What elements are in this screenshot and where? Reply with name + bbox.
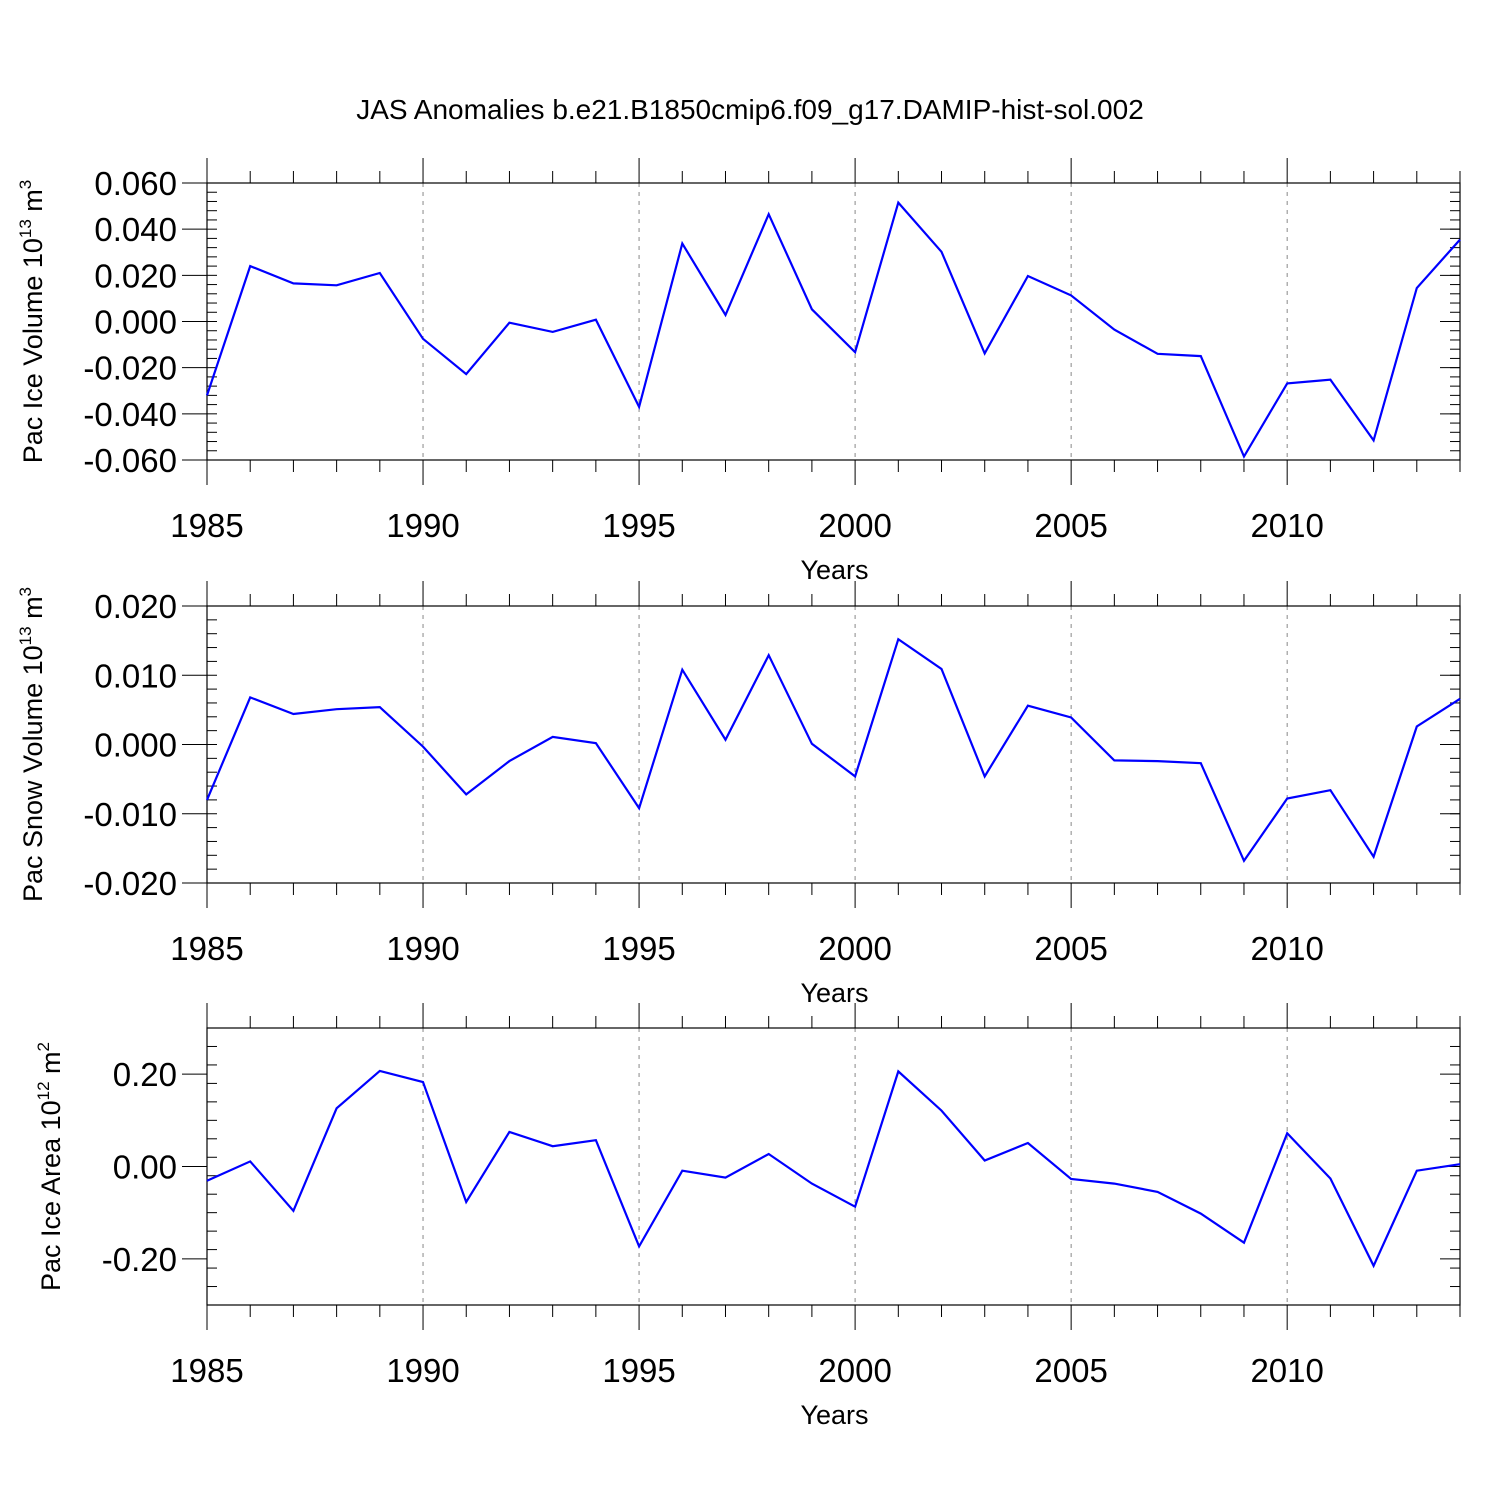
x-tick-label: 1995 <box>602 930 675 967</box>
series-line <box>205 200 1461 459</box>
x-tick-label: 1995 <box>602 507 675 544</box>
y-axis-title-superscript: 13 <box>16 626 35 645</box>
y-tick-label: 0.020 <box>94 257 177 294</box>
x-axis-title: Years <box>800 555 868 585</box>
y-axis-title-part: Pac Snow Volume 10 <box>18 645 48 902</box>
y-axis-title-part: m <box>18 189 48 219</box>
y-axis-title-superscript: 12 <box>34 1081 53 1100</box>
x-tick-label: 2005 <box>1034 930 1107 967</box>
series-line <box>205 637 1461 864</box>
y-axis-title-superscript: 13 <box>16 219 35 238</box>
y-tick-label: -0.020 <box>83 350 177 387</box>
x-tick-label: 1990 <box>386 1352 459 1389</box>
y-axis-title-superscript: 3 <box>16 180 35 189</box>
y-tick-label: 0.20 <box>113 1056 177 1093</box>
x-tick-label: 2010 <box>1250 507 1323 544</box>
y-axis-title-part: m <box>18 596 48 626</box>
x-tick-label: 2000 <box>818 930 891 967</box>
y-axis-title-part: Pac Ice Volume 10 <box>18 238 48 463</box>
x-tick-label: 1990 <box>386 507 459 544</box>
y-axis-title: Pac Ice Volume 1013 m3 <box>16 180 48 464</box>
y-tick-label: 0.00 <box>113 1149 177 1186</box>
y-tick-label: 0.020 <box>94 588 177 625</box>
x-tick-label: 2005 <box>1034 1352 1107 1389</box>
x-tick-label: 1990 <box>386 930 459 967</box>
y-tick-label: -0.010 <box>83 796 177 833</box>
y-tick-label: 0.040 <box>94 211 177 248</box>
y-axis-title: Pac Snow Volume 1013 m3 <box>16 587 48 902</box>
y-axis-title-part: m <box>36 1051 66 1081</box>
y-tick-label: -0.20 <box>102 1241 177 1278</box>
x-tick-label: 2000 <box>818 1352 891 1389</box>
y-tick-label: 0.000 <box>94 304 177 341</box>
x-tick-label: 1995 <box>602 1352 675 1389</box>
y-tick-label: -0.020 <box>83 865 177 902</box>
y-tick-label: 0.000 <box>94 727 177 764</box>
y-tick-label: 0.010 <box>94 657 177 694</box>
y-axis-title: Pac Ice Area 1012 m2 <box>34 1042 66 1291</box>
x-tick-label: 2010 <box>1250 1352 1323 1389</box>
y-tick-label: 0.060 <box>94 165 177 202</box>
x-tick-label: 1985 <box>170 1352 243 1389</box>
x-tick-label: 1985 <box>170 507 243 544</box>
x-tick-label: 2005 <box>1034 507 1107 544</box>
y-axis-title-part: Pac Ice Area 10 <box>36 1100 66 1291</box>
panel-2: 0.020 0.010 0.000 -0.010 -0.020 1985 1990 1995 2… <box>16 581 1461 1008</box>
figure-title: JAS Anomalies b.e21.B1850cmip6.f09_g17.D… <box>356 94 1144 125</box>
x-axis-title: Years <box>800 978 868 1008</box>
x-tick-label: 2010 <box>1250 930 1323 967</box>
panels: 0.060 0.040 0.020 0.000 -0.020 -0.040 -0.060 19… <box>16 158 1461 1430</box>
y-tick-label: -0.040 <box>83 396 177 433</box>
x-axis-title: Years <box>800 1400 868 1430</box>
x-tick-label: 2000 <box>818 507 891 544</box>
series-line <box>206 1069 1461 1269</box>
x-tick-label: 1985 <box>170 930 243 967</box>
y-axis-title-superscript: 2 <box>34 1042 53 1051</box>
y-axis-title-superscript: 3 <box>16 587 35 596</box>
panel-1: 0.060 0.040 0.020 0.000 -0.020 -0.040 -0.060 19… <box>16 158 1461 585</box>
y-tick-label: -0.060 <box>83 442 177 479</box>
panel-3: 0.20 0.00 -0.20 1985 1990 1995 2000 2005 2010 Yea… <box>34 1003 1461 1430</box>
